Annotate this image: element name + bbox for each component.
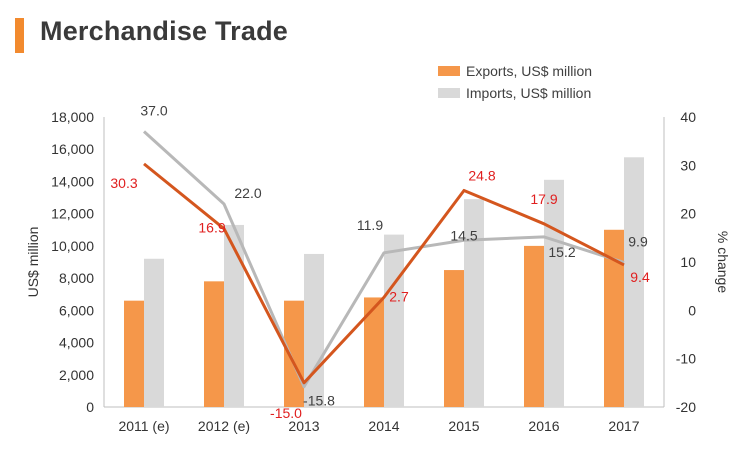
y-tick-label: 12,000 [51,206,94,222]
chart-legend: Exports, US$ million Imports, US$ millio… [438,60,592,104]
exports-change-label: 30.3 [110,175,137,191]
x-tick-label: 2014 [368,418,399,434]
y2-tick-label: 30 [680,157,696,173]
y-tick-label: 16,000 [51,141,94,157]
chart-lines [142,130,625,389]
imports-bar [464,199,484,407]
exports-change-label: 2.7 [389,288,409,304]
exports-change-label: 24.8 [468,167,495,183]
legend-label-imports: Imports, US$ million [466,85,592,101]
imports-change-label: 22.0 [234,185,261,201]
imports-change-label: 9.9 [628,233,648,249]
x-tick-label: 2012 (e) [198,418,250,434]
imports-change-label: 14.5 [450,227,477,243]
chart-bars [124,157,644,407]
y-tick-label: 0 [86,399,94,415]
imports-bar [144,258,164,407]
imports-bar [544,179,564,407]
exports-bar [524,245,544,407]
y-axis-title: US$ million [25,227,41,298]
imports-change-label: 11.9 [357,217,383,233]
x-tick-label: 2013 [288,418,319,434]
y-tick-label: 4,000 [59,335,94,351]
y-tick-label: 14,000 [51,173,94,189]
imports-bar [624,157,644,407]
title-accent-bar [15,18,24,53]
y2-tick-label: 40 [680,109,696,125]
y-tick-label: 8,000 [59,270,94,286]
y2-tick-label: 10 [680,254,696,270]
x-tick-label: 2011 (e) [118,418,169,434]
imports-change-line [142,130,625,389]
exports-bar [284,300,304,407]
exports-change-label: 9.4 [630,269,650,285]
exports-bar [604,229,624,407]
exports-change-label: 16.9 [198,220,225,236]
imports-bar [224,224,244,407]
y-tick-label: 2,000 [59,367,94,383]
y-tick-label: 6,000 [59,302,94,318]
exports-change-line [143,162,625,385]
y2-tick-label: -20 [676,399,696,415]
legend-swatch-exports [438,66,460,76]
exports-change-label: 17.9 [530,191,557,207]
legend-swatch-imports [438,88,460,98]
imports-change-label: -15.8 [303,393,335,409]
exports-bar [364,297,384,407]
chart-data-labels: 30.3 16.9 -15.0 2.7 24.8 17.9 9.4 37.0 22.0 -15.8… [110,103,650,421]
y-tick-label: 18,000 [51,109,94,125]
y-tick-label: 10,000 [51,238,94,254]
x-tick-label: 2017 [608,418,639,434]
legend-item-imports: Imports, US$ million [438,82,592,104]
y2-tick-label: -10 [676,351,696,367]
exports-bar [204,281,224,407]
exports-bar [124,300,144,407]
page-title: Merchandise Trade [40,16,288,46]
y2-tick-label: 0 [688,302,696,318]
y2-tick-label: 20 [680,206,696,222]
exports-bar [444,270,464,407]
chart-axes: 0 2,000 4,000 6,000 8,000 10,000 12,000 14,000 1… [25,109,731,434]
imports-change-label: 37.0 [140,103,167,119]
imports-bar [384,234,404,407]
imports-change-label: 15.2 [548,244,575,260]
x-tick-label: 2016 [528,418,559,434]
y2-axis-title: % change [715,231,731,293]
exports-change-label: -15.0 [270,405,302,421]
x-tick-label: 2015 [448,418,479,434]
legend-label-exports: Exports, US$ million [466,63,593,79]
legend-item-exports: Exports, US$ million [438,60,592,82]
